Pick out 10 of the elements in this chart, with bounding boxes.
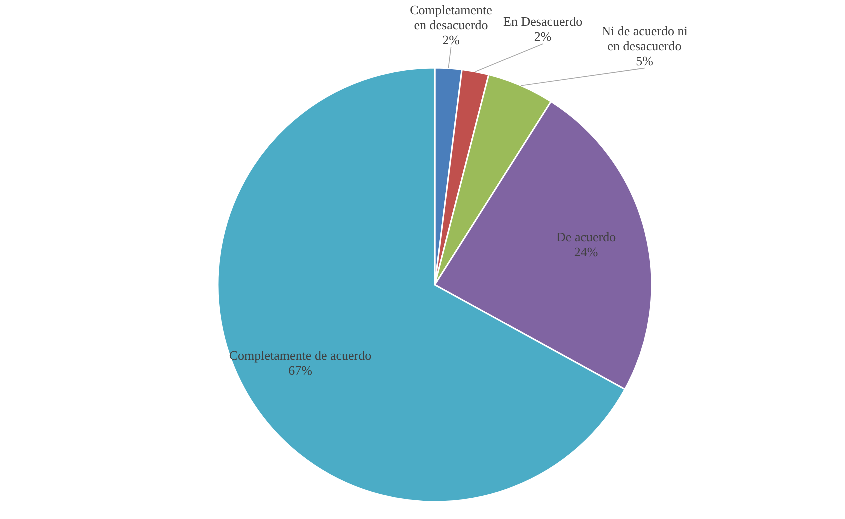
data-label: 2%: [534, 29, 552, 44]
slice-label: Completamente en desacuerdo: [410, 2, 493, 32]
data-label: 2%: [442, 32, 460, 48]
slice-label: De acuerdo: [556, 230, 616, 245]
data-label: 5%: [636, 53, 654, 68]
slice-label: Ni de acuerdo ni en desacuerdo: [602, 23, 688, 54]
data-label: 67%: [288, 363, 313, 378]
slice-label: Completamente de acuerdo: [229, 348, 372, 364]
data-label: 24%: [574, 244, 598, 260]
slice-label: En Desacuerdo: [504, 14, 583, 30]
